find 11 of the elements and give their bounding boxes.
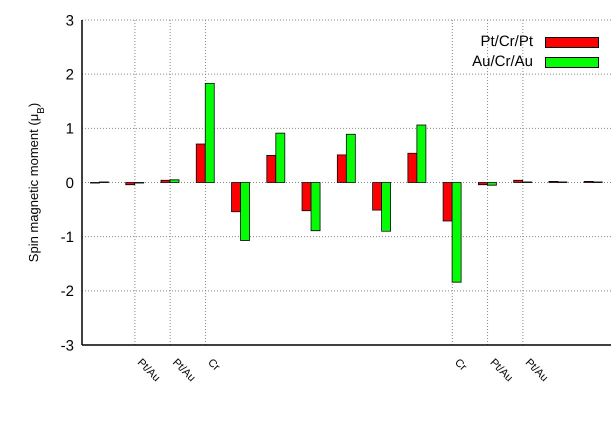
legend-label: Pt/Cr/Pt <box>480 32 533 52</box>
legend-label: Au/Cr/Au <box>472 52 533 72</box>
y-tick-label: -2 <box>60 283 74 300</box>
y-tick-label: 1 <box>66 120 74 138</box>
y-tick-label: -3 <box>60 337 74 354</box>
y-tick-label: 0 <box>66 174 74 192</box>
y-tick-label: 3 <box>66 12 74 30</box>
y-tick-label: 2 <box>66 66 74 84</box>
x-tick-label: Cr <box>452 356 470 374</box>
x-tick-label: Cr <box>205 356 222 374</box>
y-tick-label: -1 <box>60 228 74 246</box>
